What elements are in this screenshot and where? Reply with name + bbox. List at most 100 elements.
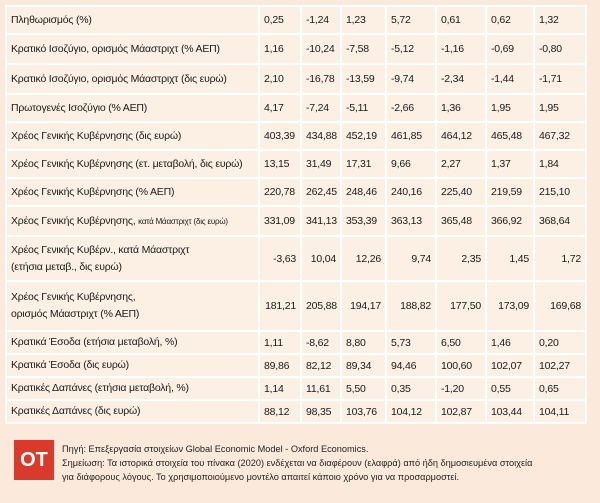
label-text: Κρατικά Έσοδα (ετήσια μεταβολή, %) <box>11 336 178 348</box>
row-label: Κρατικά Έσοδα (ετήσια μεταβολή, %) <box>5 330 260 355</box>
value-cell: 464,12 <box>435 121 487 151</box>
value-cell: 2,10 <box>258 63 302 95</box>
table-row: Πρωτογενές Ισοζύγιο (% ΑΕΠ) 4,17 -7,24 -5,1… <box>5 93 587 123</box>
value-cell: 17,31 <box>340 149 387 179</box>
value-cell: 100,60 <box>435 353 487 378</box>
value-cell: 0,35 <box>385 376 437 401</box>
value-cell: 11,61 <box>300 376 342 401</box>
value-cell: 177,50 <box>435 280 487 332</box>
value-cell: 248,46 <box>340 177 387 207</box>
value-cell: 12,26 <box>340 235 387 282</box>
table-row: Κρατικά Έσοδα (δις ευρώ) 89,86 82,12 89,34 9… <box>5 353 587 378</box>
value-cell: 1,11 <box>258 330 302 355</box>
value-cell: -9,74 <box>385 63 437 95</box>
value-cell: 194,17 <box>340 280 387 332</box>
value-cell: 82,12 <box>300 353 342 378</box>
value-cell: 220,78 <box>258 177 302 207</box>
value-cell: 368,64 <box>533 205 587 237</box>
label-text: Πληθωρισμός (%) <box>11 13 92 26</box>
value-cell: -0,69 <box>485 33 535 65</box>
value-cell: 181,21 <box>258 280 302 332</box>
value-cell: 353,39 <box>340 205 387 237</box>
value-cell: -1,16 <box>435 33 487 65</box>
value-cell: -3,63 <box>258 235 302 282</box>
value-cell: 467,32 <box>533 121 587 151</box>
value-cell: 88,12 <box>258 399 302 424</box>
row-label: Χρέος Γενικής Κυβέρνησης (ετ. μεταβολή, … <box>5 149 260 179</box>
table-row: Χρέος Γενικής Κυβέρνησης, ορισμός Μάαστρι… <box>5 280 587 332</box>
table-row: Χρέος Γενικής Κυβέρνησης (% ΑΕΠ) 220,78 26… <box>5 177 587 207</box>
table-row: Χρέος Γενικής Κυβέρνησης (δις ευρώ) 403,3… <box>5 121 587 151</box>
value-cell: 341,13 <box>300 205 342 237</box>
value-cell: 89,86 <box>258 353 302 378</box>
value-cell: -1,20 <box>435 376 487 401</box>
value-cell: 1,32 <box>533 5 587 35</box>
label-text: Κρατικές Δαπάνες (δις ευρώ) <box>11 405 141 417</box>
value-cell: 0,61 <box>435 5 487 35</box>
value-cell: 366,92 <box>485 205 535 237</box>
value-cell: -1,71 <box>533 63 587 95</box>
value-cell: 98,35 <box>300 399 342 424</box>
logo: OT <box>14 440 54 480</box>
value-cell: 219,59 <box>485 177 535 207</box>
table-row: Κρατικό Ισοζύγιο, ορισμός Μάαστριχτ (δις… <box>5 63 587 95</box>
value-cell: 9,74 <box>385 235 437 282</box>
value-cell: 1,95 <box>485 93 535 123</box>
value-cell: 1,45 <box>485 235 535 282</box>
label-text: Κρατικές Δαπάνες (ετήσια μεταβολή, %) <box>11 382 189 394</box>
value-cell: 1,46 <box>485 330 535 355</box>
value-cell: 363,13 <box>385 205 437 237</box>
value-cell: -1,24 <box>300 5 342 35</box>
row-label: Χρέος Γενικής Κυβέρνησης, ορισμός Μάαστρι… <box>5 280 260 332</box>
value-cell: -0,80 <box>533 33 587 65</box>
table-row: Κρατικό Ισοζύγιο, ορισμός Μάαστριχτ (% Α… <box>5 33 587 65</box>
value-cell: -7,58 <box>340 33 387 65</box>
value-cell: 205,88 <box>300 280 342 332</box>
value-cell: 102,87 <box>435 399 487 424</box>
value-cell: 1,72 <box>533 235 587 282</box>
label-text: (ετήσια μεταβ., δις ευρώ) <box>11 260 122 273</box>
value-cell: 169,68 <box>533 280 587 332</box>
value-cell: 13,15 <box>258 149 302 179</box>
value-cell: 452,19 <box>340 121 387 151</box>
label-text: Χρέος Γενικής Κυβέρνησης (ετ. μεταβολή, … <box>11 157 243 170</box>
label-text: Πρωτογενές Ισοζύγιο (% ΑΕΠ) <box>11 101 148 114</box>
value-cell: 240,16 <box>385 177 437 207</box>
value-cell: 10,04 <box>300 235 342 282</box>
row-label: Κρατικό Ισοζύγιο, ορισμός Μάαστριχτ (% Α… <box>5 33 260 65</box>
value-cell: 434,88 <box>300 121 342 151</box>
value-cell: 2,35 <box>435 235 487 282</box>
table-row: Κρατικά Έσοδα (ετήσια μεταβολή, %) 1,11 -8… <box>5 330 587 355</box>
value-cell: 225,40 <box>435 177 487 207</box>
value-cell: 9,66 <box>385 149 437 179</box>
value-cell: 331,09 <box>258 205 302 237</box>
row-label: Κρατικό Ισοζύγιο, ορισμός Μάαστριχτ (δις… <box>5 63 260 95</box>
label-text: Χρέος Γενικής Κυβέρνησης (δις ευρώ) <box>11 129 182 142</box>
value-cell: 1,16 <box>258 33 302 65</box>
value-cell: 89,34 <box>340 353 387 378</box>
value-cell: 262,45 <box>300 177 342 207</box>
value-cell: 1,84 <box>533 149 587 179</box>
value-cell: 104,12 <box>385 399 437 424</box>
value-cell: -10,24 <box>300 33 342 65</box>
label-text: Χρέος Γενικής Κυβέρν., κατά Μάαστριχτ <box>11 243 190 256</box>
value-cell: 365,48 <box>435 205 487 237</box>
label-text: Κρατικά Έσοδα (δις ευρώ) <box>11 359 129 371</box>
label-text: Χρέος Γενικής Κυβέρνησης (% ΑΕΠ) <box>11 185 175 198</box>
value-cell: 1,37 <box>485 149 535 179</box>
value-cell: 31,49 <box>300 149 342 179</box>
row-label: Πρωτογενές Ισοζύγιο (% ΑΕΠ) <box>5 93 260 123</box>
value-cell: 0,62 <box>485 5 535 35</box>
value-cell: -8,62 <box>300 330 342 355</box>
row-label: Πληθωρισμός (%) <box>5 5 260 35</box>
table-row: Χρέος Γενικής Κυβέρνησης, κατά Μάαστριχτ… <box>5 205 587 237</box>
label-text: Κρατικό Ισοζύγιο, ορισμός Μάαστριχτ (δις… <box>11 72 227 85</box>
row-label: Κρατικές Δαπάνες (ετήσια μεταβολή, %) <box>5 376 260 401</box>
value-cell: 5,72 <box>385 5 437 35</box>
row-label: Χρέος Γενικής Κυβέρνησης, κατά Μάαστριχτ… <box>5 205 260 237</box>
value-cell: -7,24 <box>300 93 342 123</box>
value-cell: 5,50 <box>340 376 387 401</box>
value-cell: 0,25 <box>258 5 302 35</box>
value-cell: 94,46 <box>385 353 437 378</box>
